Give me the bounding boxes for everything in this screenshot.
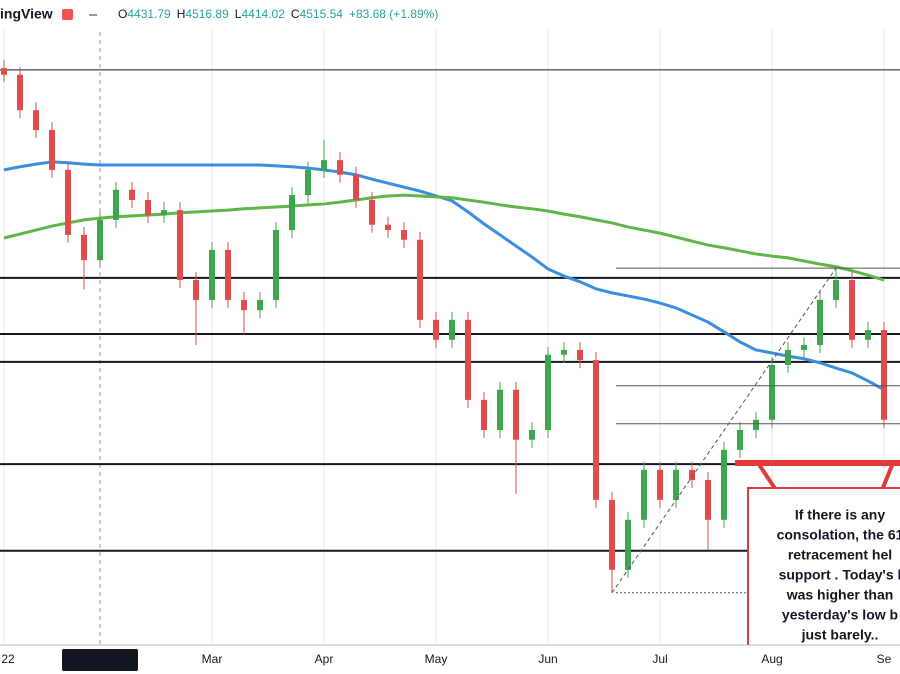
candle-body <box>145 199 151 215</box>
candle-body <box>289 195 295 231</box>
ohlc-letter: H <box>177 7 186 21</box>
candle-body <box>513 389 519 440</box>
candle-body <box>385 224 391 231</box>
candle-body <box>193 280 199 300</box>
candle-body <box>641 469 647 520</box>
ohlc-value: 4414.02 <box>241 7 285 21</box>
plot-area <box>0 0 900 645</box>
candle-body <box>65 169 71 235</box>
candle-body <box>817 299 823 346</box>
candle-body <box>305 169 311 196</box>
annotation-text: If there is any <box>795 507 885 523</box>
x-tick-label: Jun <box>538 652 557 666</box>
candle-body <box>833 280 839 300</box>
candle-body <box>369 199 375 225</box>
candle-body <box>753 419 759 430</box>
ohlc-letter: C <box>291 7 300 21</box>
ohlc-letter: L <box>235 7 242 21</box>
candle-body <box>353 174 359 200</box>
candle-body <box>657 469 663 500</box>
x-tick-label: May <box>425 652 448 666</box>
candle-body <box>801 345 807 350</box>
brand: ingView <box>0 6 53 22</box>
candle-body <box>625 519 631 570</box>
candle-body <box>49 130 55 170</box>
ohlc-letter: O <box>118 7 127 21</box>
candle-body <box>161 210 167 215</box>
x-tick-label: Se <box>877 652 892 666</box>
flag-icon <box>62 9 73 20</box>
ohlc-value: 4431.79 <box>127 7 171 21</box>
candle-body <box>209 249 215 300</box>
candle-body <box>721 449 727 520</box>
candle-body <box>881 330 887 420</box>
annotation-text: consolation, the 61 <box>777 527 900 543</box>
x-tick-label: Jul <box>652 652 667 666</box>
x-tick-label: Aug <box>761 652 782 666</box>
candle-body <box>545 354 551 430</box>
candle-body <box>449 319 455 340</box>
candle-body <box>689 469 695 480</box>
trend-line <box>611 267 837 594</box>
candle-body <box>129 189 135 200</box>
ohlc-readout: O4431.79 H4516.89 L4414.02 C4515.54 +83.68 (… <box>118 7 438 21</box>
candle-body <box>1 68 7 75</box>
candle-body <box>737 430 743 450</box>
candle-body <box>337 160 343 175</box>
annotation-text: was higher than <box>786 587 894 603</box>
candle-body <box>321 160 327 170</box>
crosshair-label-bg <box>62 649 138 671</box>
candle-body <box>273 230 279 300</box>
marker-arrow <box>880 462 895 491</box>
candle-body <box>481 399 487 430</box>
candle-body <box>401 230 407 240</box>
candle-body <box>465 319 471 400</box>
x-tick-label: 22 <box>1 652 15 666</box>
candle-body <box>177 210 183 281</box>
candle-body <box>113 189 119 220</box>
candle-body <box>673 469 679 500</box>
annotation-text: support . Today's l <box>779 567 900 583</box>
candle-body <box>17 74 23 111</box>
candle-body <box>497 389 503 430</box>
candle-body <box>225 249 231 300</box>
header-bar <box>0 0 900 30</box>
candle-body <box>97 219 103 261</box>
candle-body <box>577 349 583 361</box>
annotation-text: retracement hel <box>788 547 892 563</box>
candle-body <box>769 364 775 420</box>
candle-body <box>865 330 871 340</box>
x-tick-label: 31 Jan '22 <box>72 652 127 666</box>
candle-body <box>705 479 711 520</box>
candle-body <box>609 499 615 570</box>
ohlc-value: 4516.89 <box>185 7 229 21</box>
candle-body <box>593 360 599 500</box>
candle-body <box>241 299 247 311</box>
x-tick-label: Mar <box>202 652 223 666</box>
candle-body <box>257 299 263 311</box>
ohlc-change: +83.68 (+1.89%) <box>349 7 438 21</box>
x-tick-label: Apr <box>315 652 334 666</box>
marker-arrow <box>756 461 778 492</box>
candle-body <box>785 349 791 365</box>
candle-body <box>433 319 439 340</box>
candle-body <box>33 110 39 131</box>
annotation-text: yesterday's low b <box>782 607 898 623</box>
candle-body <box>849 280 855 340</box>
candle-body <box>417 239 423 320</box>
annotation-box <box>747 487 900 656</box>
candle-body <box>561 349 567 355</box>
candle-body <box>81 234 87 261</box>
x-axis-band <box>0 645 900 674</box>
candle-body <box>529 430 535 440</box>
annotation-text: just barely.. <box>801 627 879 643</box>
ohlc-value: 4515.54 <box>300 7 344 21</box>
